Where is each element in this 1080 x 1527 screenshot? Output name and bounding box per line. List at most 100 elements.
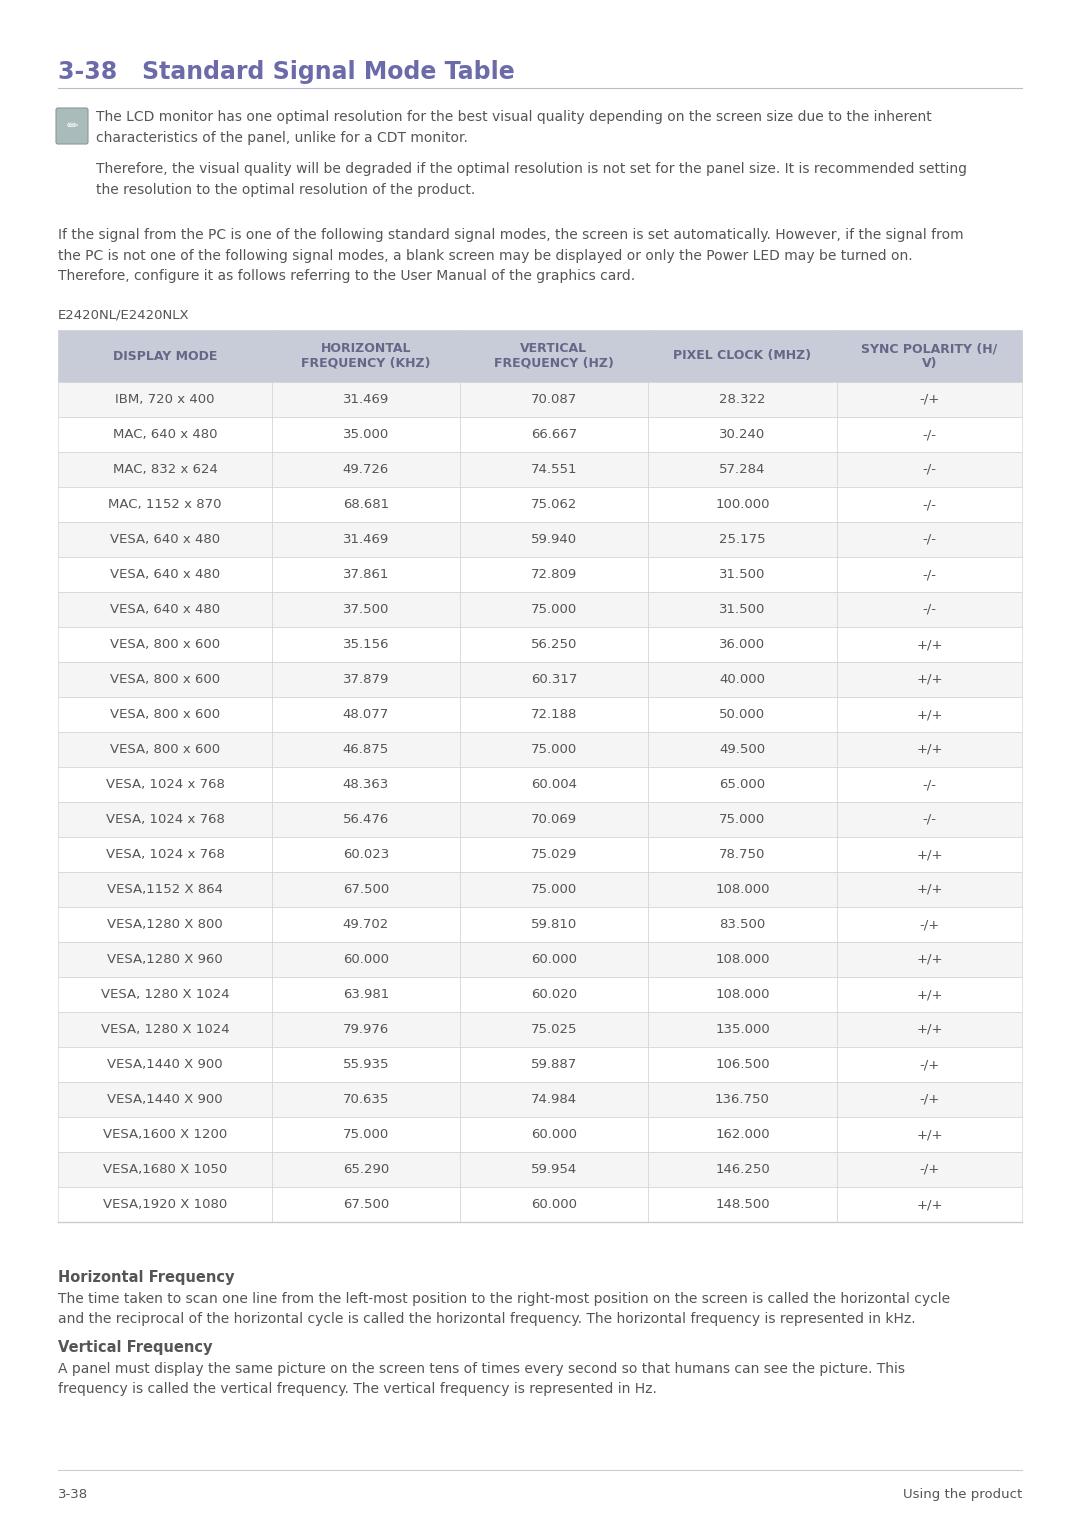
Bar: [460, 452, 648, 487]
Bar: [58, 330, 272, 382]
Text: DISPLAY MODE: DISPLAY MODE: [112, 350, 217, 362]
Bar: [58, 1151, 272, 1186]
Text: +/+: +/+: [916, 883, 943, 896]
Text: 60.000: 60.000: [531, 1128, 577, 1141]
Text: SYNC POLARITY (H/
V): SYNC POLARITY (H/ V): [862, 342, 998, 370]
Text: 48.363: 48.363: [342, 777, 389, 791]
Bar: [460, 802, 648, 837]
Text: +/+: +/+: [916, 988, 943, 1002]
Bar: [58, 628, 272, 663]
Bar: [272, 837, 460, 872]
Bar: [460, 1151, 648, 1186]
Text: The LCD monitor has one optimal resolution for the best visual quality depending: The LCD monitor has one optimal resoluti…: [96, 110, 932, 145]
Bar: [837, 837, 1022, 872]
Bar: [272, 872, 460, 907]
Bar: [272, 330, 460, 382]
Text: VESA, 640 x 480: VESA, 640 x 480: [110, 568, 220, 580]
Bar: [272, 942, 460, 977]
Text: 59.810: 59.810: [531, 918, 577, 931]
Bar: [648, 330, 837, 382]
Text: 135.000: 135.000: [715, 1023, 770, 1035]
Bar: [58, 487, 272, 522]
Bar: [460, 487, 648, 522]
Text: -/+: -/+: [919, 1058, 940, 1070]
Text: VESA, 1024 x 768: VESA, 1024 x 768: [106, 777, 225, 791]
Text: IBM, 720 x 400: IBM, 720 x 400: [116, 392, 215, 406]
Text: 100.000: 100.000: [715, 498, 770, 512]
Text: VESA, 1024 x 768: VESA, 1024 x 768: [106, 812, 225, 826]
Bar: [648, 592, 837, 628]
Text: VESA, 640 x 480: VESA, 640 x 480: [110, 533, 220, 547]
Text: Horizontal Frequency: Horizontal Frequency: [58, 1270, 234, 1286]
Text: 37.861: 37.861: [342, 568, 389, 580]
Bar: [837, 977, 1022, 1012]
Text: The time taken to scan one line from the left-most position to the right-most po: The time taken to scan one line from the…: [58, 1292, 950, 1325]
Text: 75.000: 75.000: [531, 744, 577, 756]
Text: -/-: -/-: [922, 428, 936, 441]
Text: VESA, 800 x 600: VESA, 800 x 600: [110, 673, 220, 686]
Text: 60.000: 60.000: [531, 953, 577, 967]
Bar: [272, 628, 460, 663]
Bar: [648, 731, 837, 767]
Bar: [648, 663, 837, 696]
Text: 70.635: 70.635: [342, 1093, 389, 1106]
Bar: [837, 1151, 1022, 1186]
Text: MAC, 832 x 624: MAC, 832 x 624: [112, 463, 217, 476]
Text: 75.000: 75.000: [531, 603, 577, 615]
Text: 75.000: 75.000: [719, 812, 766, 826]
Text: 75.029: 75.029: [530, 847, 577, 861]
Text: Using the product: Using the product: [903, 1487, 1022, 1501]
Text: HORIZONTAL
FREQUENCY (KHZ): HORIZONTAL FREQUENCY (KHZ): [301, 342, 431, 370]
Text: VESA, 1280 X 1024: VESA, 1280 X 1024: [100, 988, 229, 1002]
Text: -/-: -/-: [922, 568, 936, 580]
Bar: [460, 696, 648, 731]
Bar: [272, 452, 460, 487]
Text: 68.681: 68.681: [343, 498, 389, 512]
Bar: [58, 1012, 272, 1048]
Bar: [648, 1186, 837, 1222]
Bar: [58, 837, 272, 872]
Text: 31.469: 31.469: [342, 392, 389, 406]
Text: VERTICAL
FREQUENCY (HZ): VERTICAL FREQUENCY (HZ): [494, 342, 613, 370]
Text: 46.875: 46.875: [342, 744, 389, 756]
Bar: [460, 837, 648, 872]
Bar: [837, 557, 1022, 592]
Text: +/+: +/+: [916, 1128, 943, 1141]
Bar: [837, 417, 1022, 452]
Bar: [648, 907, 837, 942]
Text: 108.000: 108.000: [715, 988, 770, 1002]
Text: 25.175: 25.175: [719, 533, 766, 547]
Text: 31.500: 31.500: [719, 568, 766, 580]
Text: 67.500: 67.500: [342, 883, 389, 896]
Text: 74.984: 74.984: [531, 1093, 577, 1106]
Bar: [460, 1186, 648, 1222]
Text: 72.188: 72.188: [530, 709, 577, 721]
Bar: [837, 1083, 1022, 1116]
Text: MAC, 640 x 480: MAC, 640 x 480: [112, 428, 217, 441]
Text: -/+: -/+: [919, 1164, 940, 1176]
Text: 56.250: 56.250: [530, 638, 577, 651]
Bar: [460, 731, 648, 767]
Bar: [58, 1048, 272, 1083]
Text: 66.667: 66.667: [531, 428, 577, 441]
Text: 75.000: 75.000: [342, 1128, 389, 1141]
Text: -/-: -/-: [922, 777, 936, 791]
Text: 36.000: 36.000: [719, 638, 766, 651]
Text: 31.500: 31.500: [719, 603, 766, 615]
Text: 67.500: 67.500: [342, 1199, 389, 1211]
Bar: [648, 837, 837, 872]
Bar: [58, 767, 272, 802]
Text: VESA,1920 X 1080: VESA,1920 X 1080: [103, 1199, 227, 1211]
Text: +/+: +/+: [916, 744, 943, 756]
Text: 79.976: 79.976: [342, 1023, 389, 1035]
Bar: [460, 767, 648, 802]
Bar: [460, 977, 648, 1012]
Text: -/+: -/+: [919, 918, 940, 931]
Text: VESA,1152 X 864: VESA,1152 X 864: [107, 883, 222, 896]
Text: Therefore, the visual quality will be degraded if the optimal resolution is not : Therefore, the visual quality will be de…: [96, 162, 967, 197]
Bar: [837, 907, 1022, 942]
Text: +/+: +/+: [916, 953, 943, 967]
Text: 37.879: 37.879: [342, 673, 389, 686]
Text: 35.156: 35.156: [342, 638, 389, 651]
Text: 37.500: 37.500: [342, 603, 389, 615]
